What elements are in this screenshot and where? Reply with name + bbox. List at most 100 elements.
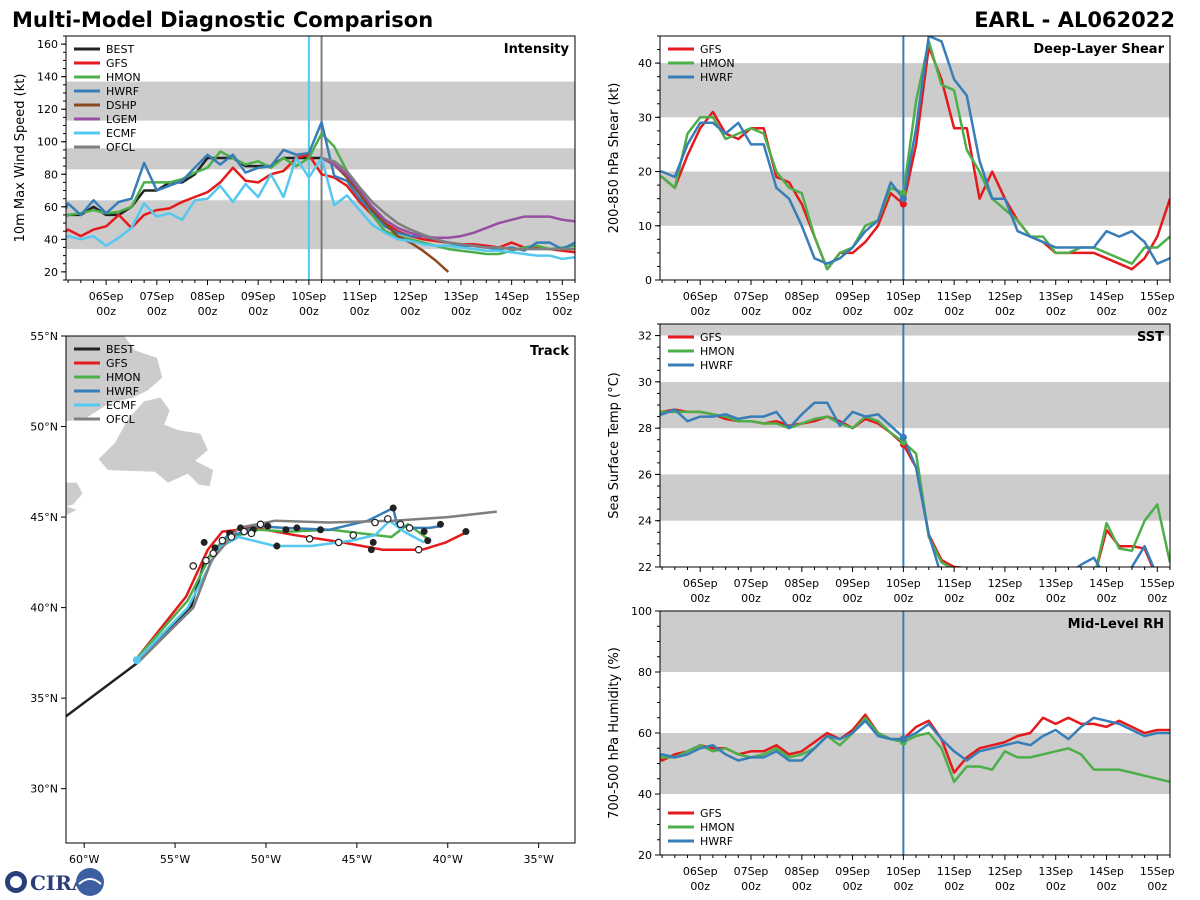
rh-band [660,733,1170,794]
sst-xtick-hour-label: 00z [1046,592,1066,605]
rh-legend-label-hmon: HMON [700,821,735,834]
track-position-marker [273,542,281,550]
intensity-ytick-label: 80 [44,168,58,181]
track-land-mass [66,336,163,422]
track-series-ecmf [134,519,425,663]
sst-xtick-day-label: 08Sep [784,577,819,590]
intensity-plot-area [66,36,575,280]
shear-xtick-day-label: 09Sep [835,290,870,303]
rh-xtick-hour-label: 00z [690,880,710,893]
track-panel-title: Track [530,344,569,359]
rh-xtick-day-label: 10Sep [886,865,921,878]
sst-xtick-hour-label: 00z [843,592,863,605]
shear-xtick-day-label: 06Sep [683,290,718,303]
shear-init-marker-hmon [899,189,907,197]
intensity-ytick-label: 60 [44,201,58,214]
sst-xtick-hour-label: 00z [792,592,812,605]
intensity-xtick-hour-label: 00z [552,305,572,318]
shear-panel-title: Deep-Layer Shear [1033,42,1164,57]
sst-legend-label-hmon: HMON [700,345,735,358]
intensity-legend-label-lgem: LGEM [106,113,137,126]
intensity-series-dshp [321,156,450,273]
rh-legend-label-gfs: GFS [700,807,722,820]
sst-axes-frame [659,323,1171,568]
intensity-band [66,200,575,250]
sst-series-hwrf [660,401,1155,567]
sst-ytick-label: 22 [638,561,652,574]
shear-xtick-day-label: 14Sep [1089,290,1124,303]
intensity-xtick-day-label: 15Sep [545,290,580,303]
intensity-panel: 20 40 60 80 100 120 140 160 06Sep 00z 07Sep 00z 08Se… [13,35,580,318]
track-position-marker [420,528,428,536]
shear-xtick-hour-label: 00z [944,305,964,318]
rh-band [660,611,1170,672]
sst-xtick-hour-label: 00z [1147,592,1167,605]
shear-ytick-label: 10 [638,220,652,233]
rh-ytick-label: 20 [638,849,652,862]
track-forecast-position-marker [371,518,379,527]
storm-id: EARL - AL062022 [974,8,1175,32]
intensity-series-ecmf [66,156,575,261]
rh-ylabel: 700-500 hPa Humidity (%) [607,647,622,819]
track-init-position-marker [132,656,141,665]
track-forecast-position-marker [202,556,210,565]
track-forecast-position-marker [414,545,423,554]
shear-xtick-hour-label: 00z [741,305,761,318]
rh-init-marker-hwrf [899,735,907,743]
shear-xtick-hour-label: 00z [843,305,863,318]
intensity-xtick-day-label: 07Sep [139,290,174,303]
track-legend-label-gfs: GFS [106,357,128,370]
sst-xtick-day-label: 11Sep [937,577,972,590]
sst-init-marker-hwrf [899,433,907,441]
sst-xtick-day-label: 09Sep [835,577,870,590]
track-xtick-label: 45°W [342,853,372,866]
track-forecast-position-marker [189,562,198,570]
sst-xtick-day-label: 14Sep [1089,577,1124,590]
rh-xtick-day-label: 12Sep [988,865,1023,878]
rh-xtick-hour-label: 00z [1046,880,1066,893]
sst-band [660,324,1170,336]
intensity-series-hmon [66,132,575,256]
shear-xtick-day-label: 11Sep [937,290,972,303]
intensity-series-gfs [66,153,575,254]
shear-legend-label-hwrf: HWRF [700,71,733,84]
track-forecast-position-marker [405,524,414,532]
rh-xtick-hour-label: 00z [1147,880,1167,893]
sst-ytick-label: 28 [638,422,652,435]
track-position-marker [282,526,290,534]
track-ytick-label: 50°N [30,421,58,434]
track-position-marker [462,528,470,536]
shear-xtick-day-label: 13Sep [1038,290,1073,303]
shear-xtick-hour-label: 00z [690,305,710,318]
shear-xtick-day-label: 07Sep [734,290,769,303]
intensity-xtick-hour-label: 00z [198,305,218,318]
intensity-ytick-label: 120 [37,103,58,116]
intensity-panel-title: Intensity [504,42,570,57]
intensity-ytick-label: 160 [37,38,58,51]
sst-ytick-label: 32 [638,330,652,343]
intensity-xtick-day-label: 11Sep [342,290,377,303]
intensity-xtick-hour-label: 00z [400,305,420,318]
sst-xtick-day-label: 13Sep [1038,577,1073,590]
track-xtick-label: 60°W [69,853,99,866]
track-legend-label-hmon: HMON [106,371,141,384]
shear-xtick-hour-label: 00z [893,305,913,318]
rh-xtick-day-label: 07Sep [734,865,769,878]
sst-xtick-hour-label: 00z [1097,592,1117,605]
sst-xtick-day-label: 07Sep [734,577,769,590]
track-forecast-position-marker [256,520,265,529]
track-xtick-label: 40°W [433,853,463,866]
intensity-ytick-label: 40 [44,233,58,246]
rh-series-hwrf [660,716,1170,762]
shear-xtick-day-label: 15Sep [1140,290,1175,303]
rh-ytick-label: 80 [638,666,652,679]
intensity-series-lgem [321,156,575,239]
track-position-marker [369,538,377,546]
track-legend-label-hwrf: HWRF [106,385,139,398]
track-series-hmon [135,523,429,660]
track-xtick-label: 55°W [160,853,190,866]
shear-ytick-label: 0 [645,274,652,287]
intensity-legend-label-hmon: HMON [106,71,141,84]
sst-ytick-label: 26 [638,468,652,481]
